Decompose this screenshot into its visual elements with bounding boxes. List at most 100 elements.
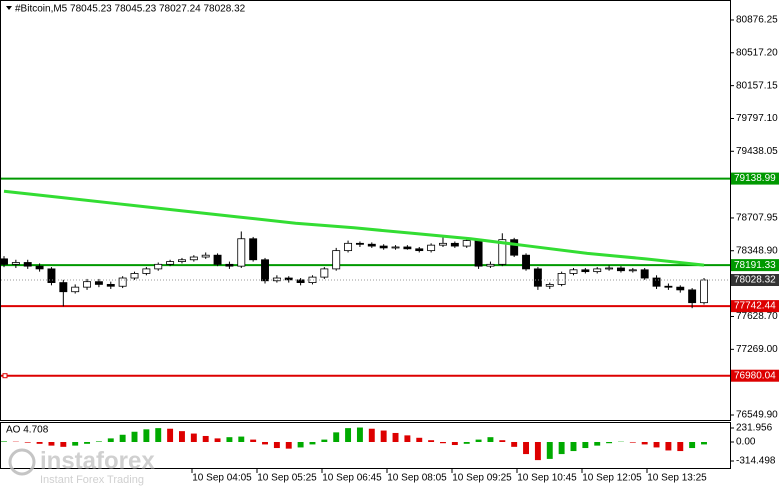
indicator-title: AO 4.708 xyxy=(6,425,49,436)
level-label: 77742.44 xyxy=(734,301,776,312)
candle-body xyxy=(593,268,602,273)
x-tick-label: 10 Sep 08:05 xyxy=(387,473,447,484)
menu-arrow xyxy=(6,6,12,10)
y-tick-label: 78348.90 xyxy=(736,245,778,256)
candle-body xyxy=(510,239,519,256)
candle-body xyxy=(415,248,424,252)
watermark-logo xyxy=(8,448,36,476)
candle-body xyxy=(272,277,281,282)
candle-body xyxy=(557,273,566,285)
level-label-box xyxy=(731,259,779,272)
x-tick-label: 10 Sep 10:45 xyxy=(517,473,577,484)
candle-body xyxy=(355,242,364,245)
candle-body xyxy=(213,254,222,265)
current-price-box xyxy=(731,274,779,287)
y-tick-label: 80157.15 xyxy=(736,80,778,91)
candle-body xyxy=(462,240,471,247)
level-label: 79138.99 xyxy=(734,173,776,184)
candle-body xyxy=(23,262,32,267)
level-label-box xyxy=(731,369,779,382)
level-anchor xyxy=(2,373,8,379)
y-tick-label: 79438.05 xyxy=(736,146,778,157)
watermark: instaforex Instant Forex Trading xyxy=(8,447,155,486)
candle-body xyxy=(201,254,210,258)
candle-body xyxy=(676,286,685,291)
level-label-box xyxy=(731,300,779,313)
watermark-slogan: Instant Forex Trading xyxy=(40,474,144,486)
current-price-label: 78028.32 xyxy=(734,275,776,286)
candle-body xyxy=(427,244,436,252)
candle-body xyxy=(154,263,163,270)
candle-body xyxy=(367,243,376,247)
candle-body xyxy=(189,256,198,261)
candle-body xyxy=(498,239,507,265)
moving-average xyxy=(3,189,705,267)
candle-body xyxy=(664,285,673,288)
candle-body xyxy=(11,262,20,265)
level-label: 76980.04 xyxy=(734,370,776,381)
y-tick-label: 79797.10 xyxy=(736,113,778,124)
candle-body xyxy=(71,286,80,293)
candle-body xyxy=(320,268,329,278)
watermark-brand: instaforex xyxy=(40,447,155,474)
candle-body xyxy=(261,259,269,282)
candle-body xyxy=(130,273,139,279)
candle-body xyxy=(379,245,388,249)
y-tick-label: 77269.00 xyxy=(736,344,778,355)
candle-body xyxy=(700,279,708,304)
candle-body xyxy=(344,242,353,252)
level-label: 78191.33 xyxy=(734,260,776,271)
candle-body xyxy=(225,263,234,267)
candle-body xyxy=(628,269,637,272)
level-label-box xyxy=(731,172,779,185)
y-tick-label: 77628.70 xyxy=(736,311,778,322)
x-tick-label: 10 Sep 04:05 xyxy=(192,473,252,484)
x-tick-label: 10 Sep 12:05 xyxy=(582,473,642,484)
candle-body xyxy=(545,284,554,287)
candle-body xyxy=(296,279,305,283)
candle-body xyxy=(249,238,258,261)
candle-body xyxy=(47,268,56,283)
candle-body xyxy=(486,263,495,267)
indicator-pane xyxy=(0,422,731,469)
candle-body xyxy=(616,267,625,272)
candle-body xyxy=(533,268,542,287)
y-tick-label: 80517.20 xyxy=(736,47,778,58)
indicator-tick-label: 231.956 xyxy=(736,423,773,434)
candle-body xyxy=(0,258,8,265)
y-tick-label: 76549.90 xyxy=(736,410,778,421)
candle-body xyxy=(59,282,68,293)
x-tick-label: 10 Sep 06:45 xyxy=(322,473,382,484)
candle-body xyxy=(439,242,447,246)
candle-body xyxy=(640,269,649,279)
candle-body xyxy=(391,246,400,249)
candle-body xyxy=(569,269,578,274)
candle-body xyxy=(308,276,317,283)
candle-body xyxy=(688,289,697,304)
candle-body xyxy=(35,265,44,270)
candle-body xyxy=(605,267,614,270)
indicator-tick-label: 0.00 xyxy=(736,437,756,448)
candle-body xyxy=(83,281,92,288)
candle-body xyxy=(237,238,246,267)
candle-body xyxy=(284,277,293,281)
candle-body xyxy=(94,281,103,285)
candle-body xyxy=(450,242,459,247)
candle-body xyxy=(106,284,115,287)
candle-body xyxy=(118,277,127,287)
candle-body xyxy=(166,261,175,265)
main-pane xyxy=(0,0,731,421)
x-tick-label: 10 Sep 13:25 xyxy=(647,473,707,484)
x-tick-label: 10 Sep 05:25 xyxy=(257,473,317,484)
candle-body xyxy=(142,268,151,274)
candle-body xyxy=(178,259,186,262)
chart-title: #Bitcoin,M5 78045.23 78045.23 78027.24 7… xyxy=(15,4,246,15)
y-tick-label: 78707.95 xyxy=(736,213,778,224)
candle-body xyxy=(522,254,530,270)
candle-body xyxy=(652,277,661,287)
candle-body xyxy=(474,240,483,267)
x-tick-label: 10 Sep 09:25 xyxy=(452,473,512,484)
candle-body xyxy=(581,269,590,273)
candle-body xyxy=(332,250,341,270)
